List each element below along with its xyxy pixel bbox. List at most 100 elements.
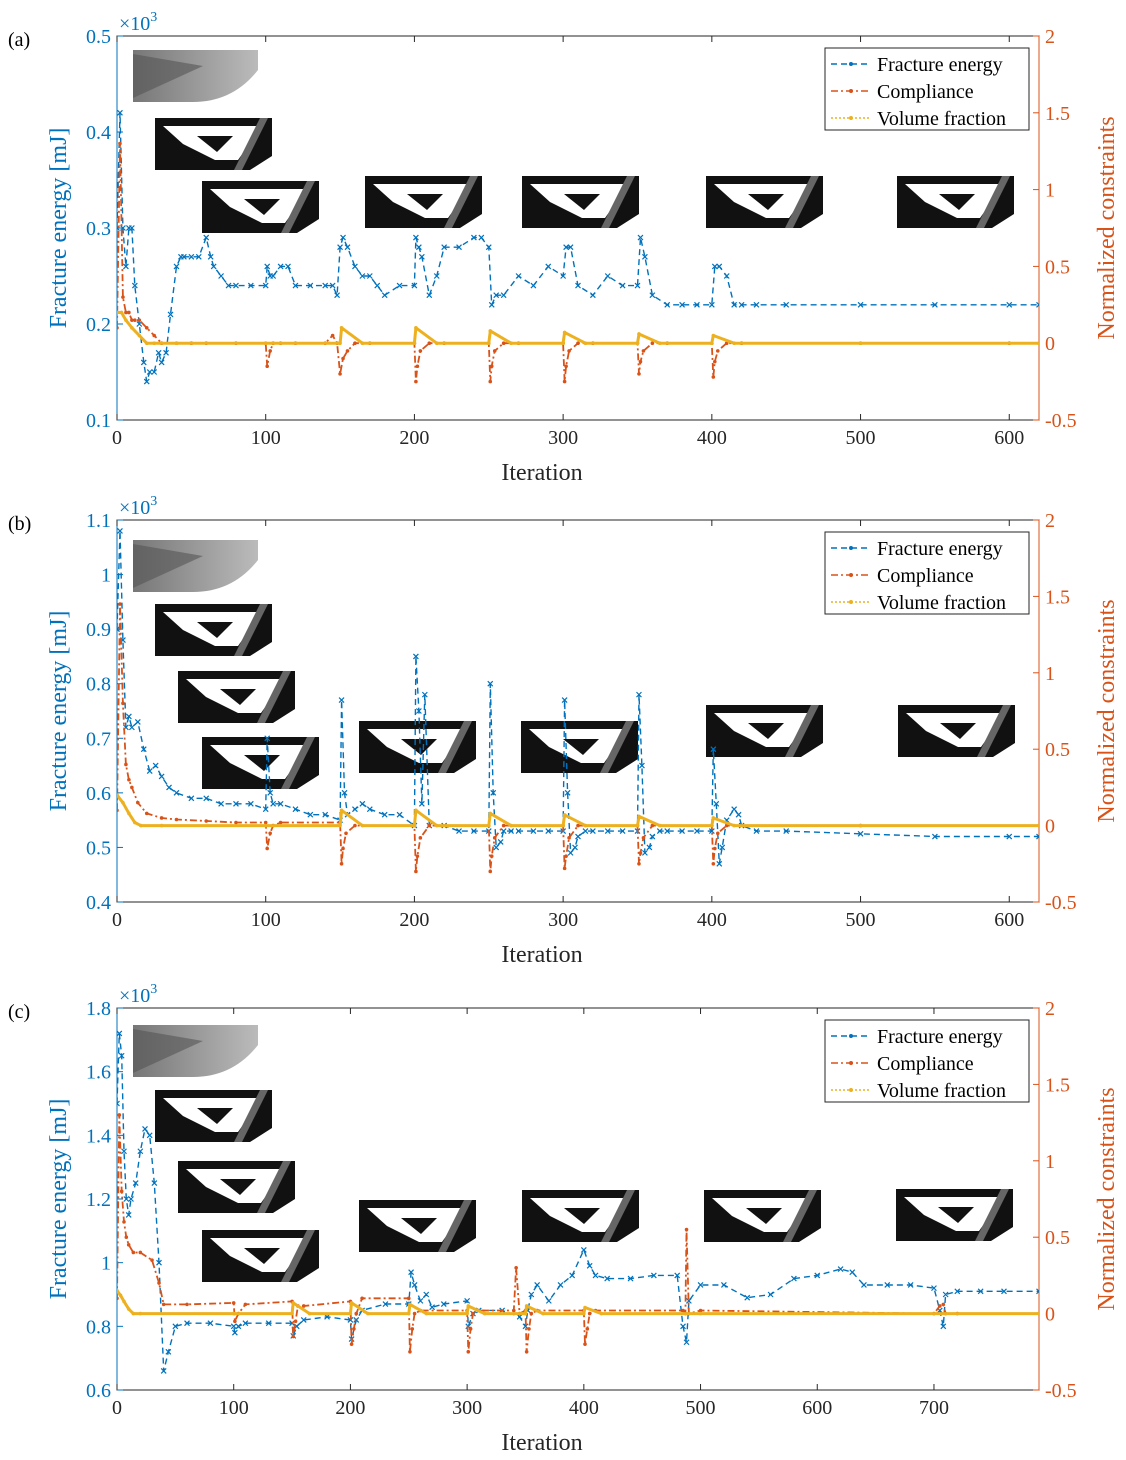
- topology-snapshot-icon: [178, 671, 303, 723]
- legend-marker: [849, 546, 853, 550]
- data-point-marker: [837, 1266, 844, 1272]
- data-point-marker: [349, 1301, 354, 1305]
- data-point-marker: [140, 746, 147, 753]
- y-right-tick-label: 0.5: [1045, 256, 1070, 278]
- inset-gray-strut: [234, 604, 268, 656]
- data-point-marker: [265, 364, 269, 369]
- data-point-marker: [146, 369, 153, 375]
- data-point-marker: [172, 1323, 179, 1330]
- data-point-marker: [137, 1148, 144, 1155]
- data-point-marker: [576, 341, 580, 346]
- data-point-marker: [468, 1327, 473, 1331]
- inset-gray-strut: [444, 176, 478, 228]
- data-point-marker: [599, 1311, 604, 1316]
- data-point-marker: [292, 806, 299, 813]
- inset-member: [401, 1218, 437, 1234]
- data-point-marker: [711, 333, 716, 338]
- data-point-marker: [118, 1052, 125, 1059]
- y-left-tick-label: 1.8: [86, 998, 111, 1020]
- inset-corner-void: [297, 737, 327, 789]
- x-axis-label: Iteration: [501, 942, 582, 968]
- x-tick-label: 400: [569, 1397, 599, 1419]
- data-point-marker: [501, 341, 506, 346]
- inset-member: [197, 1108, 233, 1124]
- data-point-marker: [713, 800, 720, 807]
- topology-snapshot-icon: [155, 118, 280, 170]
- data-point-marker: [117, 1288, 119, 1293]
- data-point-marker: [151, 1180, 158, 1187]
- data-point-marker: [583, 1305, 587, 1310]
- inset-gray-strut: [438, 721, 472, 773]
- legend: Fracture energy Compliance Volume fraction: [824, 47, 1030, 131]
- data-point-marker: [471, 1311, 475, 1316]
- data-point-marker: [138, 1311, 143, 1316]
- data-point-marker: [493, 844, 500, 851]
- y-left-tick-label: 0.4: [86, 122, 111, 144]
- data-point-marker: [567, 836, 571, 840]
- topology-insets: [133, 540, 1023, 789]
- data-point-marker: [589, 292, 596, 299]
- topology-snapshot-icon: [155, 1090, 280, 1142]
- data-point-marker: [152, 341, 156, 346]
- data-point-marker: [664, 828, 671, 834]
- y-right-tick-label: 1: [1045, 663, 1055, 685]
- y-left-exponent-label: ×103: [119, 494, 157, 519]
- data-point-marker: [664, 301, 671, 308]
- y-right-tick-label: 2: [1045, 26, 1055, 48]
- data-point-marker: [522, 1323, 529, 1330]
- data-point-marker: [753, 828, 760, 834]
- data-point-marker: [263, 820, 268, 825]
- data-point-marker: [619, 828, 626, 834]
- topology-snapshot-icon: [522, 1190, 647, 1242]
- panel-label: (c): [8, 1001, 30, 1023]
- data-point-marker: [641, 849, 648, 856]
- data-point-marker: [711, 375, 716, 379]
- inset-corner-void: [273, 671, 303, 723]
- data-point-marker: [121, 800, 125, 805]
- data-point-marker: [417, 1297, 424, 1304]
- data-point-marker: [185, 1302, 189, 1307]
- data-point-marker: [412, 653, 419, 660]
- data-point-marker: [117, 808, 119, 813]
- data-point-marker: [137, 333, 142, 338]
- data-point-marker: [427, 823, 432, 828]
- data-point-marker: [685, 1297, 692, 1304]
- data-point-marker: [650, 341, 655, 346]
- data-point-marker: [767, 1291, 774, 1298]
- data-point-marker: [589, 828, 596, 834]
- data-point-marker: [137, 318, 142, 322]
- data-point-marker: [118, 602, 122, 606]
- chart-panel-c: 0 100 200 300 400 500 600 700 0.6 0.8 1 1.2 1.4 1.6 1.…: [8, 982, 1120, 1456]
- data-point-marker: [523, 1311, 528, 1316]
- data-point-marker: [485, 244, 492, 251]
- data-point-marker: [486, 823, 491, 828]
- data-point-marker: [529, 1311, 534, 1316]
- data-point-marker: [118, 1293, 123, 1298]
- data-point-marker: [418, 349, 423, 353]
- topology-snapshot-icon: [359, 1200, 484, 1252]
- y-left-tick-label: 1.4: [86, 1125, 111, 1147]
- data-point-marker: [681, 1308, 685, 1313]
- chart-panel-b: 0 100 200 300 400 500 600 0.4 0.5 0.6 0.7 0.8 0.9 1 1.…: [8, 494, 1120, 968]
- topology-snapshot-icon: [896, 1189, 1021, 1241]
- data-point-marker: [492, 349, 497, 353]
- data-series-group: [117, 109, 1039, 385]
- data-point-marker: [151, 369, 158, 375]
- data-point-marker: [231, 1311, 236, 1316]
- data-point-marker: [857, 830, 864, 837]
- data-point-marker: [569, 1272, 576, 1279]
- y-right-tick-label: 0.5: [1045, 1227, 1070, 1249]
- data-point-marker: [604, 1275, 611, 1282]
- data-point-marker: [731, 301, 738, 308]
- data-point-marker: [366, 273, 373, 279]
- data-point-marker: [118, 141, 122, 146]
- legend-box: [824, 1019, 1030, 1103]
- data-point-marker: [300, 1317, 307, 1323]
- data-point-marker: [381, 292, 388, 299]
- data-point-marker: [396, 282, 403, 289]
- data-point-marker: [412, 341, 417, 346]
- data-point-marker: [268, 349, 272, 353]
- y-left-tick-label: 0.6: [86, 1380, 111, 1402]
- y-right-tick-label: 1.5: [1045, 586, 1070, 608]
